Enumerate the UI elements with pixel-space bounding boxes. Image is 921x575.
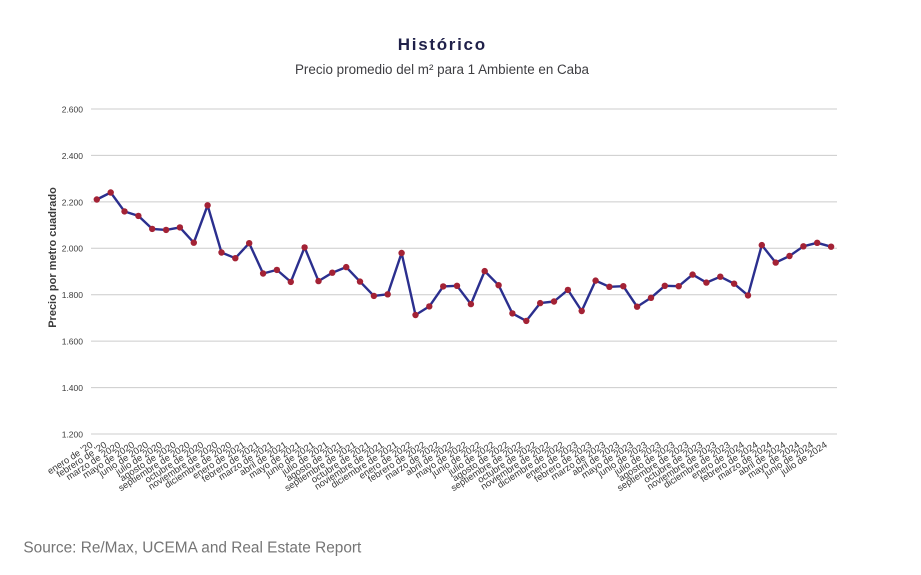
svg-text:1.800: 1.800 [62, 290, 84, 300]
svg-text:2.400: 2.400 [62, 151, 84, 161]
svg-text:Histórico: Histórico [398, 35, 487, 54]
svg-text:2.600: 2.600 [62, 104, 84, 114]
svg-text:1.400: 1.400 [62, 383, 84, 393]
svg-text:2.200: 2.200 [62, 197, 84, 207]
svg-text:Precio por metro cuadrado: Precio por metro cuadrado [47, 187, 59, 328]
svg-text:Precio promedio del m² para 1: Precio promedio del m² para 1 Ambiente e… [295, 62, 590, 77]
svg-text:1.600: 1.600 [62, 337, 84, 347]
svg-text:Source: Re/Max, UCEMA and Real: Source: Re/Max, UCEMA and Real Estate Re… [23, 540, 362, 557]
svg-text:2.000: 2.000 [62, 244, 84, 254]
svg-text:1.200: 1.200 [62, 429, 84, 439]
